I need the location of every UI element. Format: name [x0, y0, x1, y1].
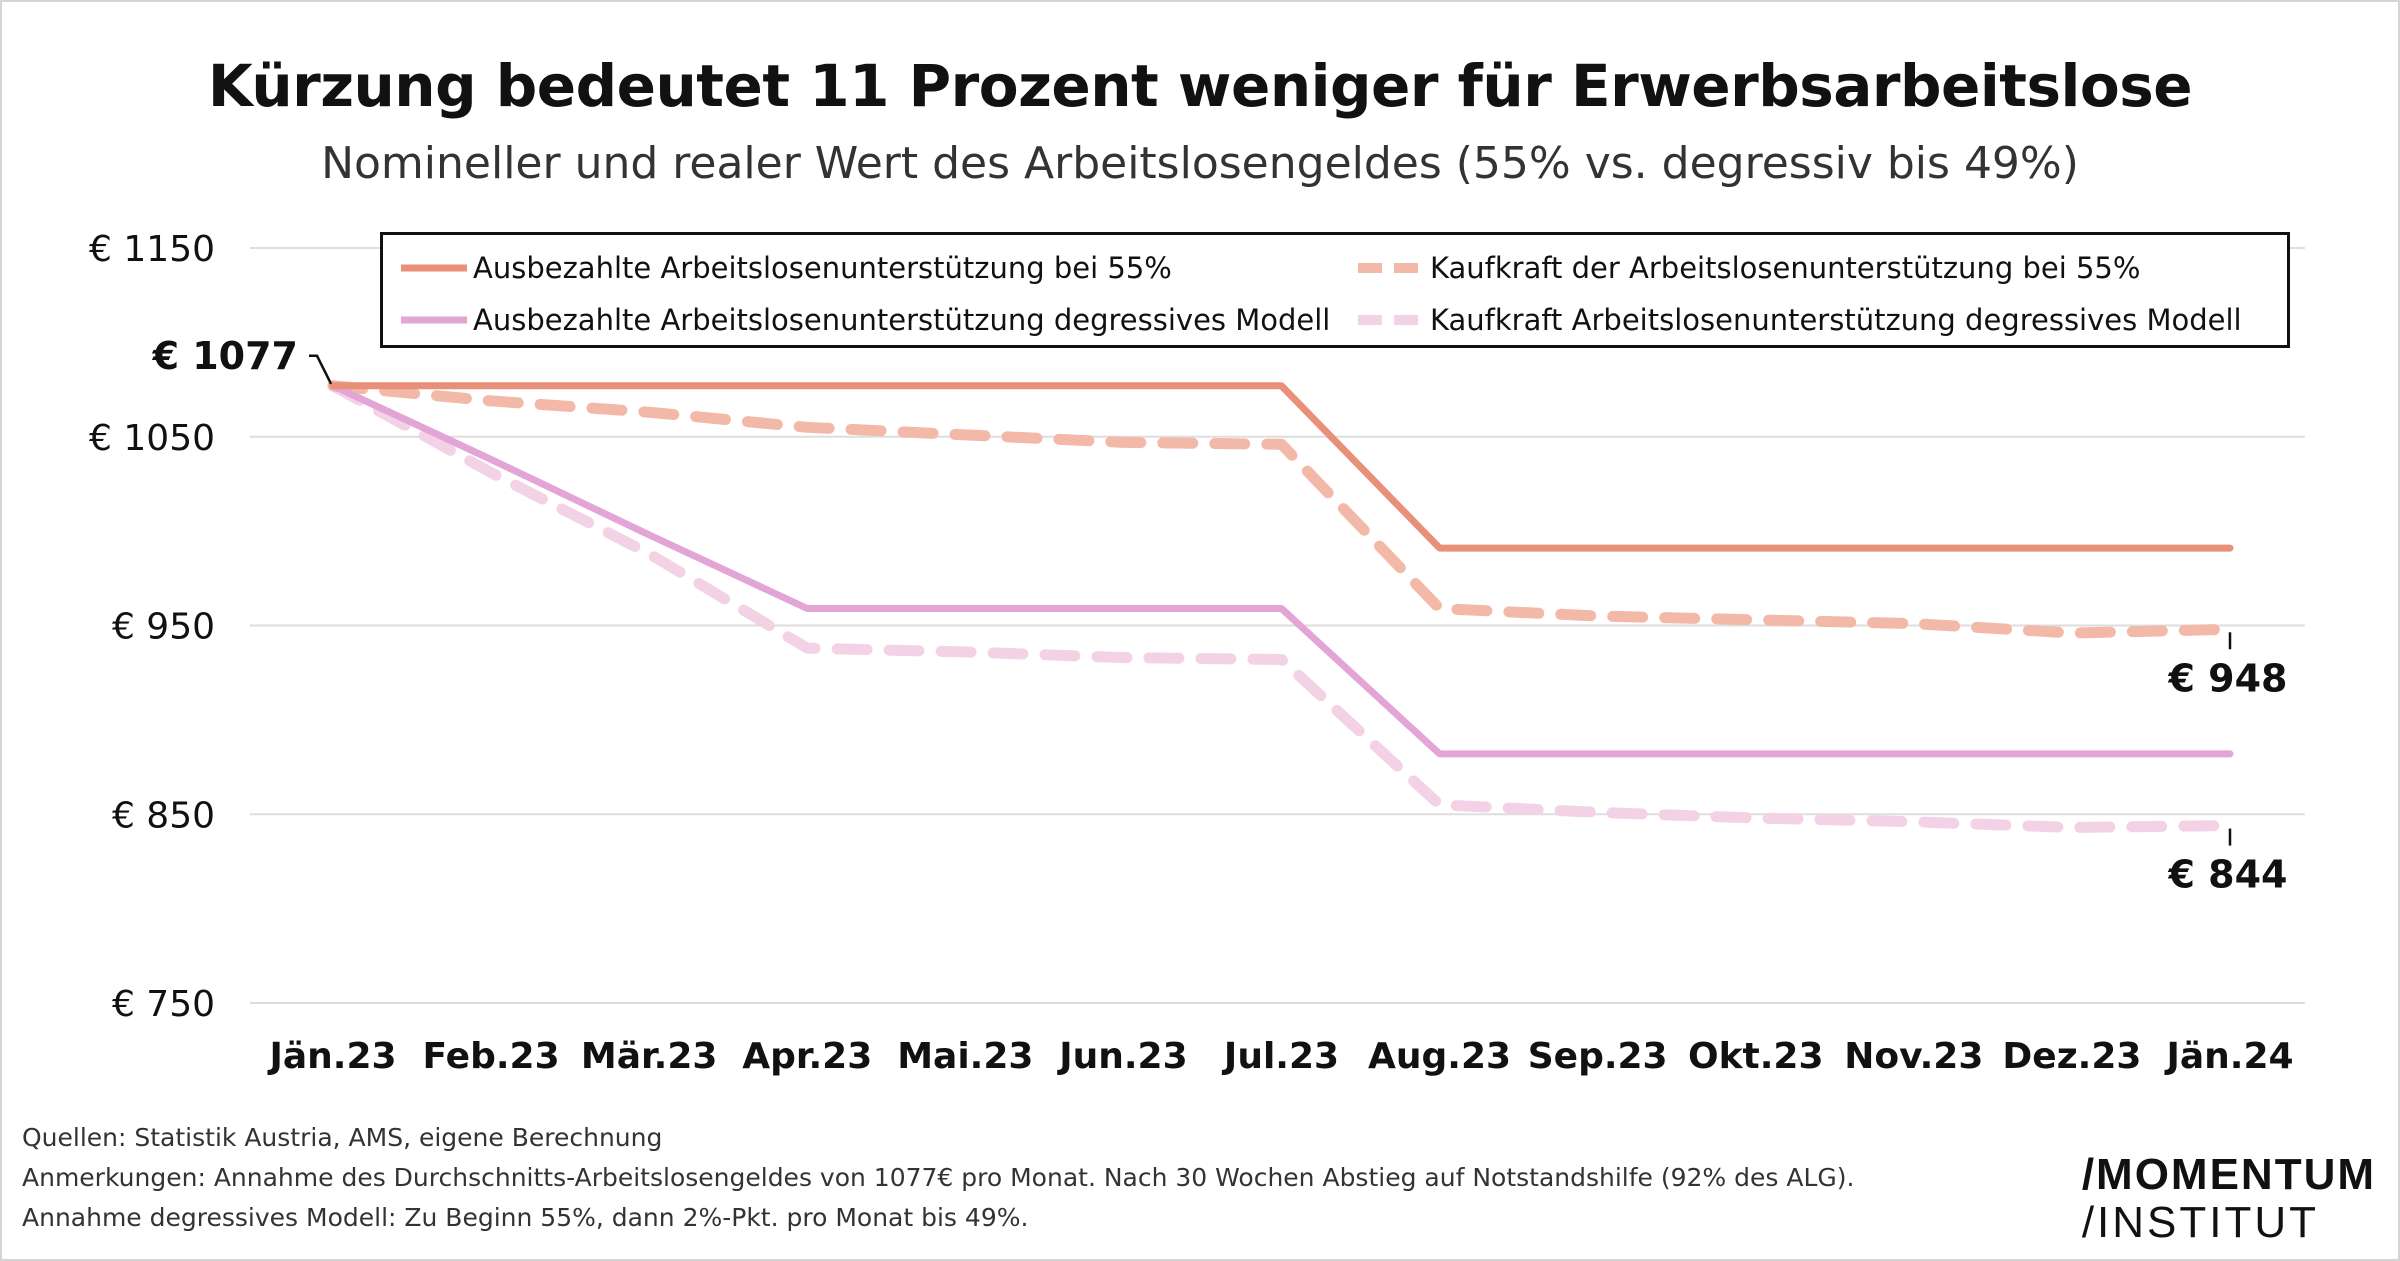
annotation-label: € 948	[2168, 656, 2288, 700]
footer-notes-line: Annahme degressives Modell: Zu Beginn 55…	[22, 1203, 1029, 1232]
x-tick-label: Nov.23	[1844, 1036, 1983, 1077]
y-tick-label: € 1050	[89, 418, 215, 459]
y-tick-label: € 850	[112, 795, 215, 836]
footer-notes-line: Anmerkungen: Annahme des Durchschnitts-A…	[22, 1163, 1855, 1192]
legend-label: Ausbezahlte Arbeitslosenunterstützung be…	[473, 251, 1172, 285]
x-tick-label: Jän.23	[266, 1036, 396, 1077]
line-chart: € 750 € 850 € 950 € 1050 € 1150 Jän.23 Feb.23…	[89, 229, 2305, 1077]
y-axis: € 750 € 850 € 950 € 1050 € 1150	[89, 229, 215, 1025]
x-axis: Jän.23 Feb.23 Mär.23 Apr.23 Mai.23 Jun.23 Jul.…	[266, 1036, 2293, 1077]
x-tick-label: Okt.23	[1688, 1036, 1824, 1077]
x-tick-label: Jän.24	[2163, 1036, 2293, 1077]
logo-text: /INSTITUT	[2081, 1198, 2320, 1247]
x-tick-label: Feb.23	[423, 1036, 560, 1077]
legend-item: Ausbezahlte Arbeitslosenunterstützung be…	[401, 243, 1172, 293]
x-tick-label: Mär.23	[581, 1036, 718, 1077]
series-line	[327, 380, 2236, 833]
annotation-label: € 1077	[152, 334, 298, 378]
legend-item: Ausbezahlte Arbeitslosenunterstützung de…	[401, 295, 1330, 345]
footer-notes: Quellen: Statistik Austria, AMS, eigene …	[22, 1118, 1854, 1238]
legend-swatch	[1358, 315, 1424, 325]
legend-label: Kaufkraft Arbeitslosenunterstützung degr…	[1430, 303, 2242, 337]
legend-swatch	[1358, 263, 1424, 273]
momentum-logo: /MOMENTUM /INSTITUT	[2082, 1150, 2376, 1248]
series-lines	[327, 380, 2236, 833]
x-tick-label: Mai.23	[897, 1036, 1033, 1077]
annotation-label: € 844	[2168, 853, 2288, 897]
series-line	[327, 380, 2236, 639]
legend-label: Ausbezahlte Arbeitslosenunterstützung de…	[473, 303, 1331, 337]
annotations: € 1077 € 948 € 844	[152, 334, 2288, 897]
x-tick-label: Aug.23	[1368, 1036, 1511, 1077]
x-tick-label: Sep.23	[1528, 1036, 1668, 1077]
legend-item: Kaufkraft Arbeitslosenunterstützung degr…	[1358, 295, 2242, 345]
legend-item: Kaufkraft der Arbeitslosenunterstützung …	[1358, 243, 2140, 293]
legend-label: Kaufkraft der Arbeitslosenunterstützung …	[1430, 251, 2141, 285]
logo-text: /MOMENTUM	[2081, 1150, 2376, 1199]
legend-swatch	[401, 264, 467, 272]
x-tick-label: Jul.23	[1221, 1036, 1339, 1077]
chart-subtitle: Nomineller und realer Wert des Arbeitslo…	[321, 138, 2079, 189]
legend-swatch	[401, 316, 467, 324]
x-tick-label: Jun.23	[1056, 1036, 1187, 1077]
y-tick-label: € 950	[112, 607, 215, 648]
series-line	[329, 382, 2234, 758]
x-tick-label: Dez.23	[2002, 1036, 2141, 1077]
x-tick-label: Apr.23	[742, 1036, 872, 1077]
legend: Ausbezahlte Arbeitslosenunterstützung be…	[380, 232, 2290, 348]
series-line	[329, 382, 2234, 552]
annotation-leader	[309, 354, 333, 385]
y-tick-label: € 1150	[89, 229, 215, 270]
chart-title: Kürzung bedeutet 11 Prozent weniger für …	[207, 52, 2193, 120]
footer-sources: Quellen: Statistik Austria, AMS, eigene …	[22, 1123, 663, 1152]
y-tick-label: € 750	[112, 984, 215, 1025]
